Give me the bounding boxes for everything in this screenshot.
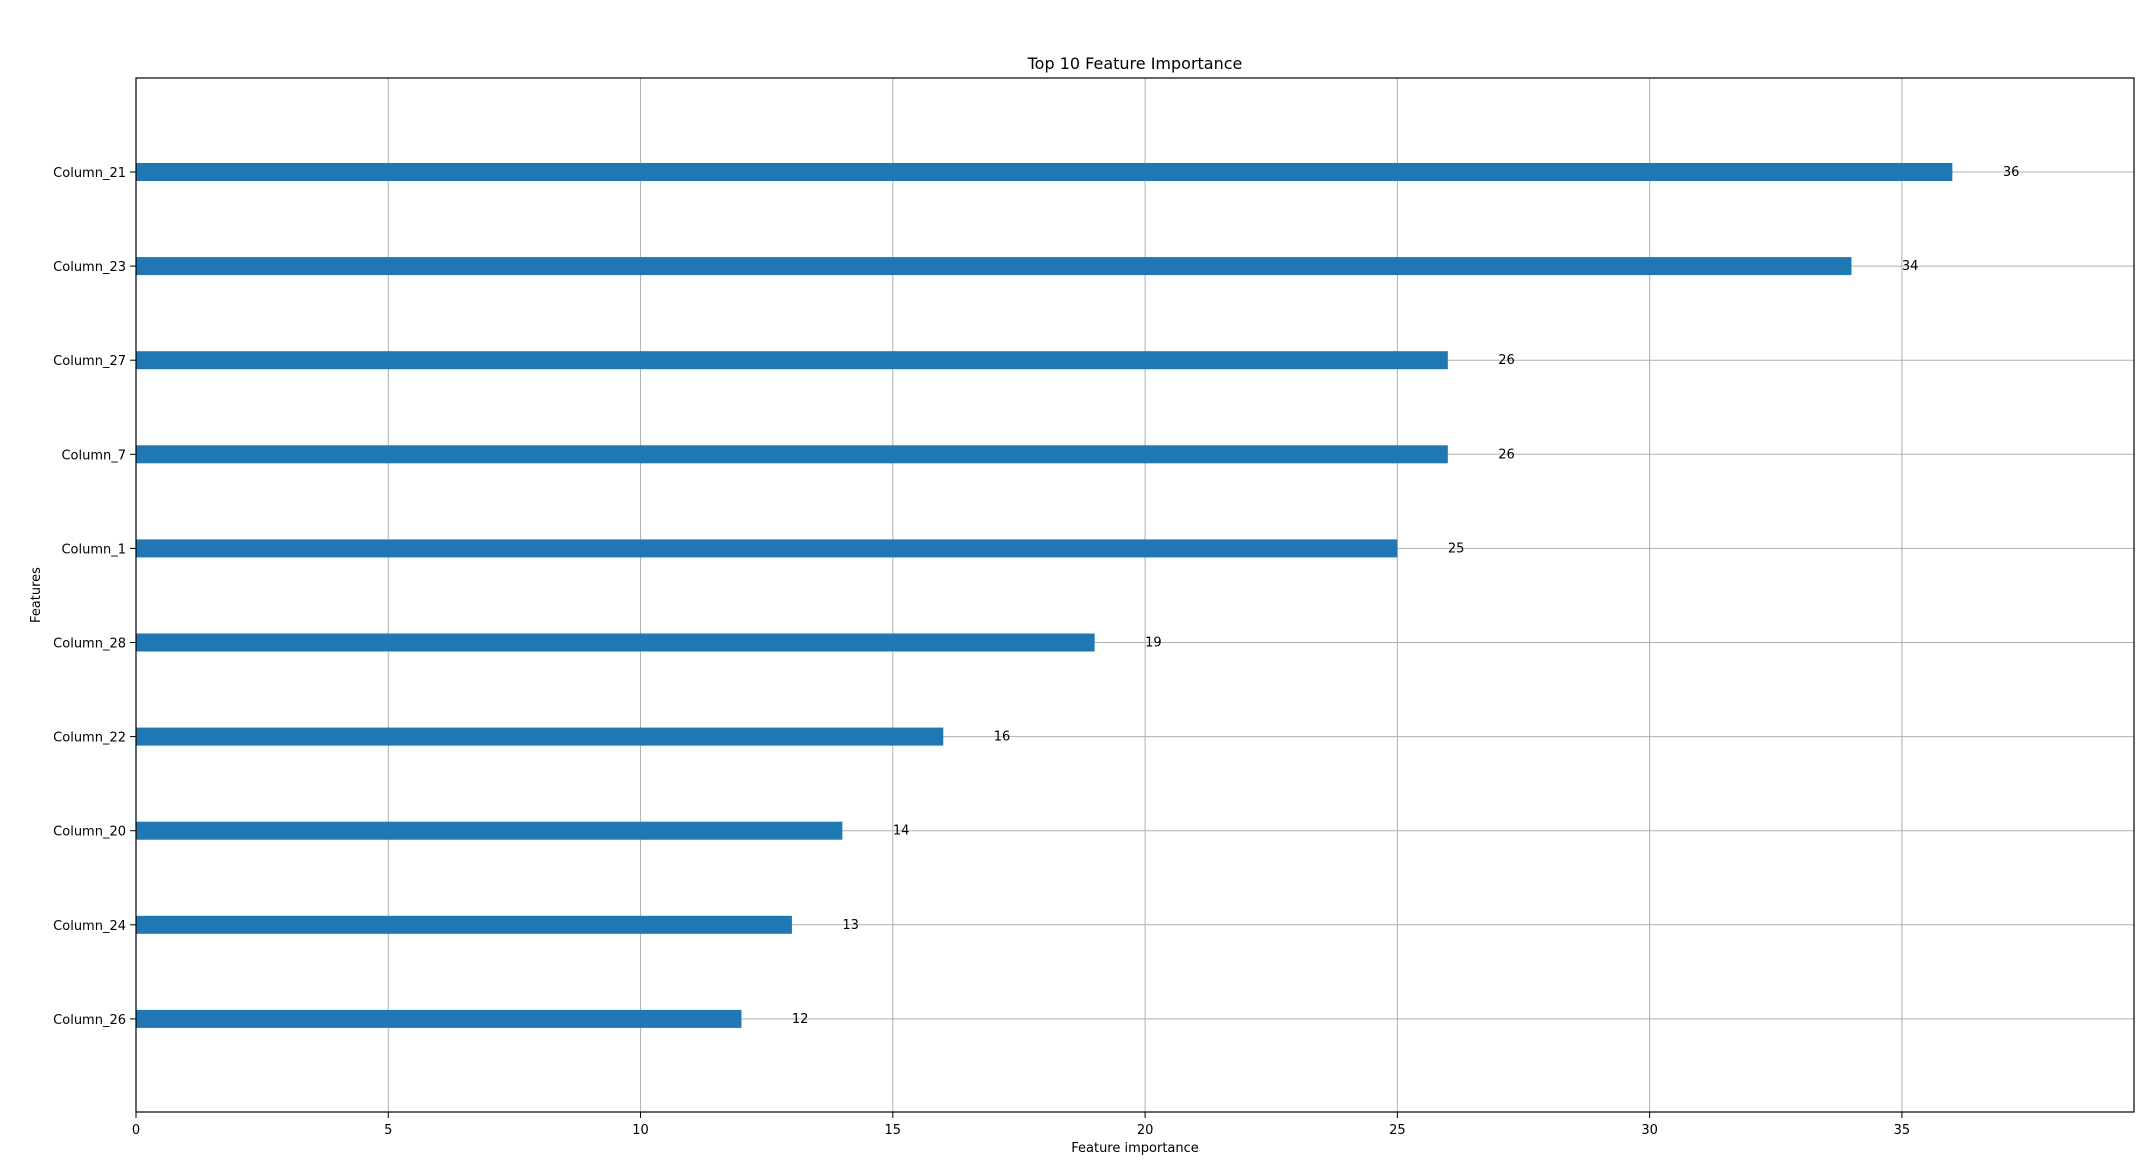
y-tick-label: Column_28	[53, 637, 126, 652]
bar-value-label: 25	[1448, 541, 1465, 556]
bar-value-labels: 36 34 26 26 25 19 16 14 13 12	[792, 165, 2019, 1027]
bar-column-20	[136, 821, 843, 840]
chart-title: Top 10 Feature Importance	[1027, 54, 1243, 73]
bar-column-28	[136, 633, 1095, 652]
bar-column-26	[136, 1009, 742, 1028]
y-axis-ticks: Column_21 Column_23 Column_27 Column_7 Colum…	[53, 166, 136, 1028]
x-tick-label: 15	[885, 1123, 902, 1138]
bar-value-label: 14	[893, 824, 910, 839]
y-tick-label: Column_21	[53, 166, 126, 181]
x-tick-label: 0	[132, 1123, 140, 1138]
x-axis-ticks: 0 5 10 15 20 25 30 35	[132, 1112, 1910, 1138]
bar-value-label: 13	[842, 918, 859, 933]
bar-column-1	[136, 539, 1398, 558]
y-axis-label: Features	[29, 567, 44, 623]
bar-column-7	[136, 445, 1448, 464]
bar-value-label: 34	[1902, 259, 1919, 274]
bar-value-label: 36	[2003, 165, 2020, 180]
y-tick-label: Column_20	[53, 825, 126, 840]
bar-column-27	[136, 351, 1448, 370]
y-tick-label: Column_24	[53, 919, 126, 934]
plot-frame	[135, 77, 2135, 1113]
bar-value-label: 19	[1145, 636, 1162, 651]
x-tick-label: 25	[1389, 1123, 1406, 1138]
x-axis-label: Feature importance	[1071, 1141, 1199, 1156]
y-tick-label: Column_1	[61, 542, 126, 557]
y-tick-label: Column_7	[61, 448, 126, 463]
x-tick-label: 35	[1894, 1123, 1911, 1138]
bar-column-21	[136, 163, 1953, 181]
x-tick-label: 20	[1137, 1123, 1154, 1138]
x-tick-label: 10	[632, 1123, 649, 1138]
bar-value-label: 26	[1498, 353, 1515, 368]
bar-column-24	[136, 915, 792, 934]
x-tick-label: 5	[384, 1123, 392, 1138]
bar-column-22	[136, 727, 944, 746]
grid-lines	[135, 78, 2134, 1112]
y-tick-label: Column_22	[53, 731, 126, 746]
y-tick-label: Column_23	[53, 260, 126, 275]
bars	[136, 163, 1953, 1028]
bar-value-label: 26	[1498, 447, 1515, 462]
bar-value-label: 16	[994, 730, 1011, 745]
bar-column-23	[136, 257, 1852, 276]
bar-value-label: 12	[792, 1012, 809, 1027]
y-tick-label: Column_27	[53, 354, 126, 369]
x-tick-label: 30	[1641, 1123, 1658, 1138]
y-tick-label: Column_26	[53, 1013, 126, 1028]
